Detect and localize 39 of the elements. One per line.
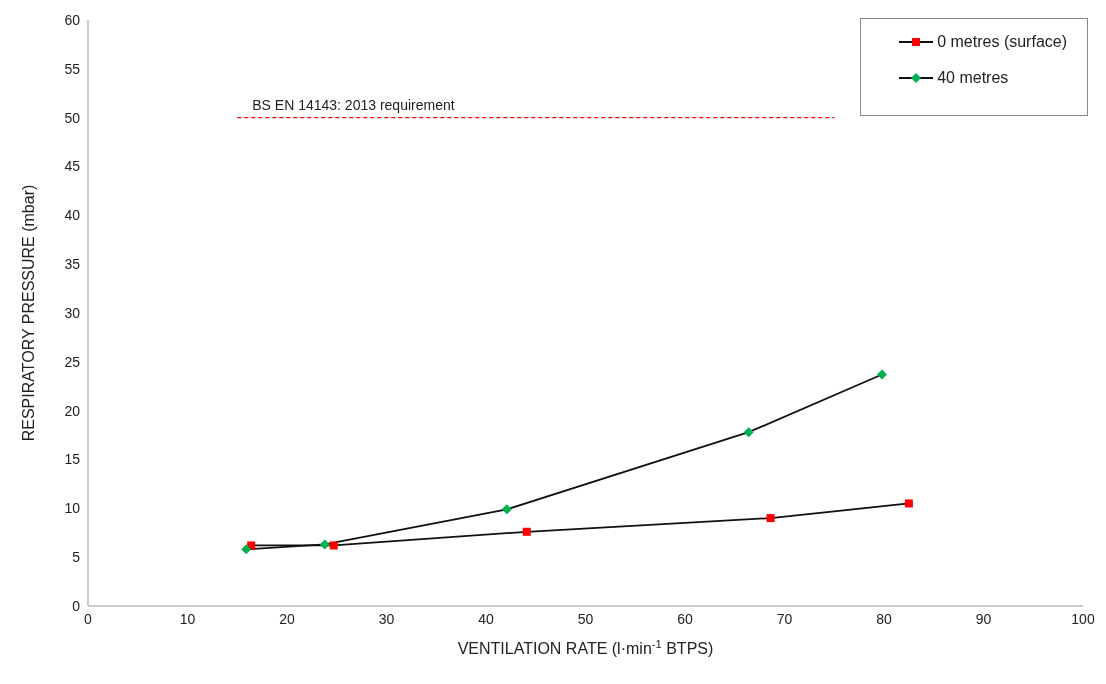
y-tick-label: 10: [64, 500, 81, 517]
point: [877, 369, 888, 380]
x-tick-label: 100: [1071, 610, 1095, 627]
y-tick-label: 50: [64, 109, 81, 126]
y-tick-label: 35: [64, 256, 81, 273]
y-tick-label: 30: [64, 304, 81, 321]
x-tick-label: 40: [478, 610, 494, 627]
x-axis-title: VENTILATION RATE (l·min$^{-1}$ BTPS): [457, 638, 714, 657]
x-tick-label: 90: [975, 610, 992, 627]
x-tick-label: 30: [378, 610, 395, 627]
legend-label: 0 metres (surface): [937, 33, 1067, 51]
point: [319, 539, 330, 550]
series-label: BS EN 14143: 2013 requirement: [252, 96, 455, 113]
point: [329, 541, 338, 550]
y-tick-label: 5: [72, 549, 81, 566]
point: [743, 427, 754, 438]
x-tick-label: 70: [776, 610, 793, 627]
y-tick-label: 55: [64, 60, 81, 77]
y-tick-label: 40: [64, 207, 81, 224]
x-tick-label: 10: [179, 610, 196, 627]
y-tick-label: 20: [64, 402, 81, 419]
y-tick-label: 60: [64, 11, 81, 28]
x-tick-label: 50: [577, 610, 594, 627]
point: [241, 544, 252, 555]
point: [501, 504, 512, 515]
point: [522, 527, 531, 536]
legend-label: 40 metres: [937, 69, 1009, 87]
x-tick-label: 0: [84, 610, 93, 627]
y-tick-label: 25: [64, 353, 81, 370]
y-tick-label: 15: [64, 451, 81, 468]
x-tick-label: 80: [876, 610, 892, 627]
x-tick-label: 60: [677, 610, 693, 627]
point: [904, 499, 913, 508]
x-tick-label: 20: [279, 610, 295, 627]
y-tick-label: 0: [72, 597, 81, 614]
point: [247, 541, 256, 550]
y-axis-title: RESPIRATORY PRESSURE (mbar): [19, 184, 37, 442]
point: [766, 514, 775, 523]
y-tick-label: 45: [64, 158, 81, 175]
